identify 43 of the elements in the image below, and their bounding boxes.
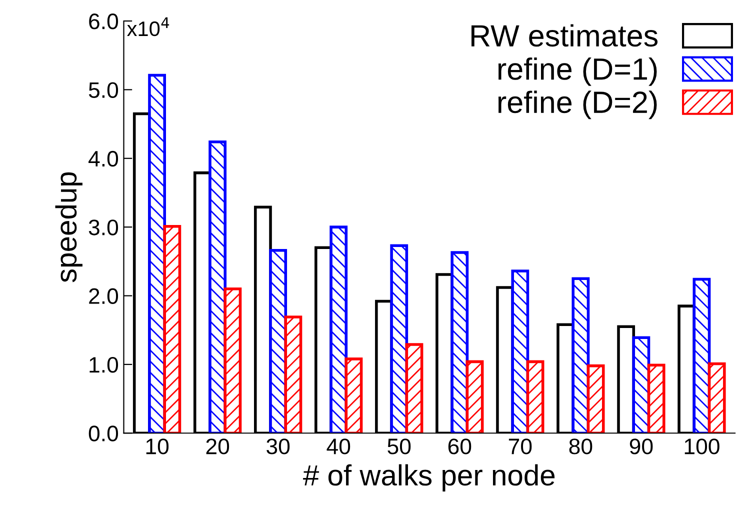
bar <box>572 277 590 434</box>
bar <box>708 362 726 434</box>
y-tick-label: 0.0 <box>88 426 118 442</box>
x-axis-title: # of walks per node <box>303 464 555 492</box>
y-tick-label: 5.0 <box>88 82 118 98</box>
bar <box>148 74 166 434</box>
bar <box>269 249 288 434</box>
x-tick-label: 60 <box>448 438 472 454</box>
bar <box>344 358 363 434</box>
legend-label: refine (D=1) <box>498 57 657 86</box>
y-tick-label: 1.0 <box>90 356 118 373</box>
bar <box>330 226 348 434</box>
x-tick-label: 70 <box>508 438 532 454</box>
bar <box>208 140 227 434</box>
bar <box>511 270 530 434</box>
x-tick-label: 50 <box>388 438 411 454</box>
bar <box>450 251 469 434</box>
legend-label: refine (D=2) <box>498 90 657 120</box>
y-tick-label: 2.0 <box>89 288 118 304</box>
bar <box>586 364 605 434</box>
x-tick-label: 90 <box>630 438 653 454</box>
bar <box>692 278 711 434</box>
y-tick-label: 4.0 <box>88 150 118 167</box>
x-tick-label: 40 <box>326 438 350 454</box>
y-tick-label: 3.0 <box>88 220 118 236</box>
bar <box>632 336 650 434</box>
bar <box>284 316 302 434</box>
bar <box>647 364 666 434</box>
x-tick-label: 20 <box>206 438 230 454</box>
legend-label: RW estimates <box>472 24 658 47</box>
bar <box>163 224 182 434</box>
bar <box>405 343 424 434</box>
bar <box>526 360 544 434</box>
x-tick-label: 10 <box>146 438 169 454</box>
annotation: x10$^{4}$ <box>127 17 170 36</box>
x-tick-label: 30 <box>266 438 290 454</box>
x-tick-label: 100 <box>684 438 720 454</box>
x-tick-label: 80 <box>569 438 592 454</box>
y-axis-title: speedup <box>55 172 82 282</box>
bar <box>390 244 408 434</box>
y-tick-label: 6.0 <box>89 14 118 30</box>
bar <box>466 360 484 434</box>
bar <box>224 287 242 434</box>
